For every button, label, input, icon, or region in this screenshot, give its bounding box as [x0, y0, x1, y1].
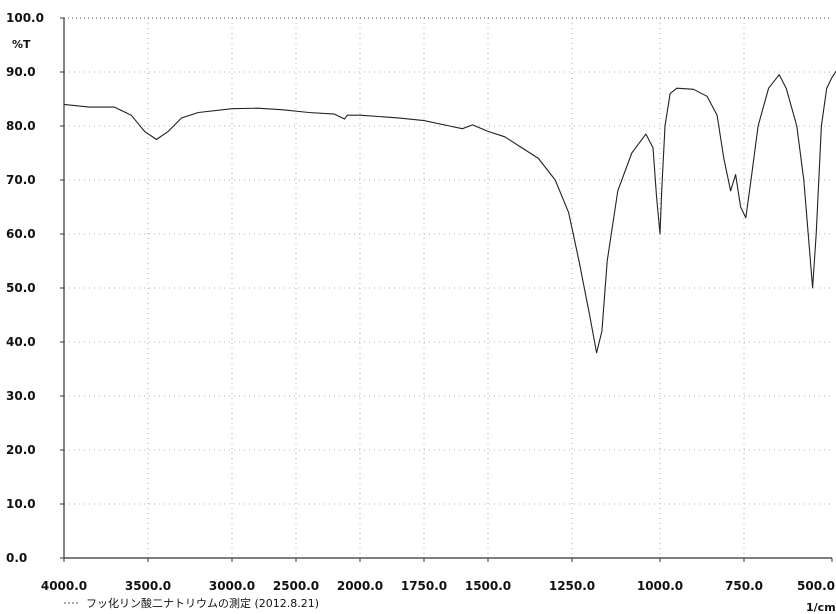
grid-lines	[64, 18, 832, 558]
y-tick-label: 20.0	[6, 443, 36, 457]
spectrum-line	[63, 70, 836, 354]
y-tick-label: 90.0	[6, 65, 36, 79]
y-tick-label: 80.0	[6, 119, 36, 133]
y-axis-label: %T	[12, 38, 31, 51]
x-tick-label: 4000.0	[41, 579, 87, 593]
y-tick-label: 10.0	[6, 497, 36, 511]
y-tick-labels: 100.0 90.0 80.0 70.0 60.0 50.0 40.0 30.0 20.0 10.…	[6, 11, 44, 565]
legend-label: フッ化リン酸二ナトリウムの測定 (2012.8.21)	[86, 596, 319, 610]
x-tick-label: 2000.0	[337, 579, 383, 593]
y-tick-label: 70.0	[6, 173, 36, 187]
x-tick-label: 750.0	[725, 579, 763, 593]
x-tick-label: 1000.0	[637, 579, 683, 593]
series-layer	[63, 70, 836, 354]
y-tick-label: 50.0	[6, 281, 36, 295]
x-tick-label: 500.0	[797, 579, 835, 593]
x-tick-label: 1250.0	[549, 579, 595, 593]
x-tick-label: 3000.0	[209, 579, 255, 593]
y-tick-label: 30.0	[6, 389, 36, 403]
x-tick-labels: 4000.0 3500.0 3000.0 2500.0 2000.0 1750.0 1500…	[41, 579, 835, 593]
x-axis-unit: 1/cm	[806, 601, 836, 614]
y-tick-label: 0.0	[6, 551, 27, 565]
x-tick-label: 1750.0	[401, 579, 447, 593]
y-tick-label: 100.0	[6, 11, 44, 25]
x-tick-label: 2500.0	[273, 579, 319, 593]
y-tick-label: 40.0	[6, 335, 36, 349]
y-tick-label: 60.0	[6, 227, 36, 241]
x-tick-label: 3500.0	[125, 579, 171, 593]
plot-frame	[60, 17, 833, 562]
legend: フッ化リン酸二ナトリウムの測定 (2012.8.21)	[64, 596, 319, 610]
x-tick-label: 1500.0	[465, 579, 511, 593]
